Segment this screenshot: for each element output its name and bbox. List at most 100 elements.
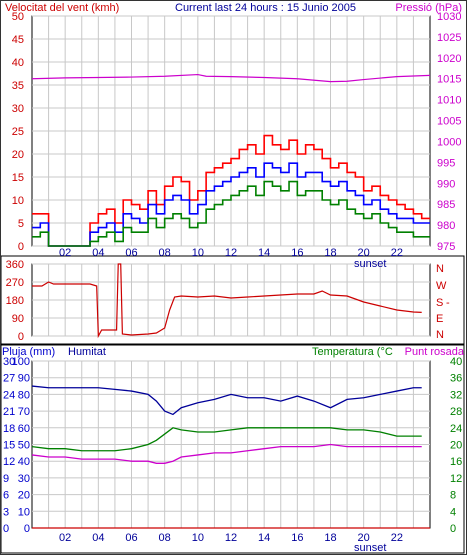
pressure-line xyxy=(31,73,431,83)
p3-x-tick-16: 16 xyxy=(291,532,303,544)
p3-humidity-tick-80: 80 xyxy=(18,389,30,401)
p1-y-left-tick-5: 5 xyxy=(18,218,24,230)
direction-label-s: S xyxy=(436,297,443,309)
p3-humidity-tick-50: 50 xyxy=(18,440,30,452)
p1-y-right-tick-1015: 1015 xyxy=(437,74,461,86)
p1-x-tick-22: 22 xyxy=(391,247,403,259)
p3-temp-tick-28: 28 xyxy=(450,406,462,418)
p3-temp-tick-8: 8 xyxy=(450,490,456,502)
p1-y-right-tick-990: 990 xyxy=(437,178,455,190)
p1-y-right-tick-1000: 1000 xyxy=(437,136,461,148)
p1-y-right-tick-1025: 1025 xyxy=(437,32,461,44)
p3-temp-tick-0: 0 xyxy=(450,523,456,535)
p3-rain-tick-6: 6 xyxy=(3,490,9,502)
p3-rain-tick-0: 0 xyxy=(3,523,9,535)
p1-y-left-tick-25: 25 xyxy=(12,126,24,138)
p3-humidity-tick-0: 0 xyxy=(24,523,30,535)
p3-x-tick-06: 06 xyxy=(125,532,137,544)
p3-x-tick-10: 10 xyxy=(192,532,204,544)
p3-temp-tick-16: 16 xyxy=(450,456,462,468)
p1-x-tick-20: 20 xyxy=(358,247,370,259)
p1-y-left-tick-40: 40 xyxy=(12,57,24,69)
p3-x-tick-20: 20 xyxy=(358,532,370,544)
p3-temp-tick-36: 36 xyxy=(450,373,462,385)
p3-humidity-tick-70: 70 xyxy=(18,406,30,418)
p3-x-tick-22: 22 xyxy=(391,532,403,544)
sunset-label-top: sunset xyxy=(354,258,386,270)
humidity-line xyxy=(31,385,422,416)
direction-label-w: W xyxy=(436,280,447,292)
p3-x-tick-02: 02 xyxy=(59,532,71,544)
p1-x-tick-12: 12 xyxy=(225,247,237,259)
p1-y-right-tick-980: 980 xyxy=(437,220,455,232)
p3-humidity-tick-20: 20 xyxy=(18,490,30,502)
rain-title: Pluja (mm) xyxy=(2,346,55,358)
p1-x-tick-06: 06 xyxy=(125,247,137,259)
p2-y-tick-360: 360 xyxy=(6,259,24,271)
p1-y-left-tick-30: 30 xyxy=(12,103,24,115)
p1-y-left-tick-45: 45 xyxy=(12,34,24,46)
dewpoint-line xyxy=(31,443,422,464)
p3-temp-tick-20: 20 xyxy=(450,440,462,452)
p1-x-tick-02: 02 xyxy=(59,247,71,259)
p1-y-left-tick-20: 20 xyxy=(12,149,24,161)
p1-y-left-tick-50: 50 xyxy=(12,11,24,23)
p3-rain-tick-15: 15 xyxy=(3,440,15,452)
p1-y-right-tick-1020: 1020 xyxy=(437,53,461,65)
p3-humidity-tick-90: 90 xyxy=(18,373,30,385)
p1-x-tick-16: 16 xyxy=(291,247,303,259)
p1-x-tick-08: 08 xyxy=(159,247,171,259)
p1-x-tick-14: 14 xyxy=(258,247,270,259)
sunset-label-bottom: sunset xyxy=(354,542,386,554)
p1-y-left-tick-10: 10 xyxy=(12,195,24,207)
humidity-title: Humitat xyxy=(68,346,106,358)
p3-humidity-tick-30: 30 xyxy=(18,473,30,485)
p1-x-tick-04: 04 xyxy=(92,247,104,259)
p3-x-tick-18: 18 xyxy=(324,532,336,544)
wind-speed-title: Velocitat del vent (kmh) xyxy=(5,2,119,14)
pressure-title: Pressió (hPa) xyxy=(395,2,462,14)
p1-y-right-tick-1030: 1030 xyxy=(437,11,461,23)
series-layer xyxy=(31,73,431,529)
temperature-title: Temperatura (°C xyxy=(312,346,393,358)
wind-direction-line xyxy=(32,263,422,339)
p3-rain-tick-3: 3 xyxy=(3,506,9,518)
dewpoint-title: Punt rosada xyxy=(405,346,465,358)
p3-rain-tick-18: 18 xyxy=(3,423,15,435)
p3-humidity-tick-60: 60 xyxy=(18,423,30,435)
p1-y-left-tick-35: 35 xyxy=(12,80,24,92)
p1-y-left-tick-15: 15 xyxy=(12,172,24,184)
p3-rain-tick-27: 27 xyxy=(3,373,15,385)
p1-y-right-tick-985: 985 xyxy=(437,199,455,211)
p1-x-tick-10: 10 xyxy=(192,247,204,259)
temperature-line xyxy=(31,427,422,452)
p2-y-tick-90: 90 xyxy=(12,313,24,325)
p1-y-right-tick-1005: 1005 xyxy=(437,116,461,128)
panel-3-box xyxy=(0,343,465,554)
p3-temp-tick-32: 32 xyxy=(450,389,462,401)
p3-rain-tick-30: 30 xyxy=(3,356,15,368)
p1-y-left-tick-0: 0 xyxy=(18,241,24,253)
p3-x-tick-08: 08 xyxy=(159,532,171,544)
p2-y-tick-0: 0 xyxy=(18,331,24,343)
wind-max-line xyxy=(32,134,430,247)
p3-x-tick-04: 04 xyxy=(92,532,104,544)
p3-rain-tick-12: 12 xyxy=(3,456,15,468)
direction-label-n-top: N xyxy=(436,263,444,275)
p1-x-tick-18: 18 xyxy=(324,247,336,259)
direction-label-dash: - xyxy=(446,297,450,309)
p3-temp-tick-12: 12 xyxy=(450,473,462,485)
wind-avg-line xyxy=(32,180,430,247)
panel-2-box xyxy=(0,255,465,346)
p3-x-tick-12: 12 xyxy=(225,532,237,544)
direction-label-n-bottom: N xyxy=(436,329,444,341)
p2-y-tick-180: 180 xyxy=(6,295,24,307)
p1-y-right-tick-1010: 1010 xyxy=(437,95,461,107)
chart-main-title: Current last 24 hours : 15 Junio 2005 xyxy=(175,2,356,14)
p3-temp-tick-40: 40 xyxy=(450,356,462,368)
p3-humidity-tick-10: 10 xyxy=(18,506,30,518)
p3-x-tick-14: 14 xyxy=(258,532,270,544)
